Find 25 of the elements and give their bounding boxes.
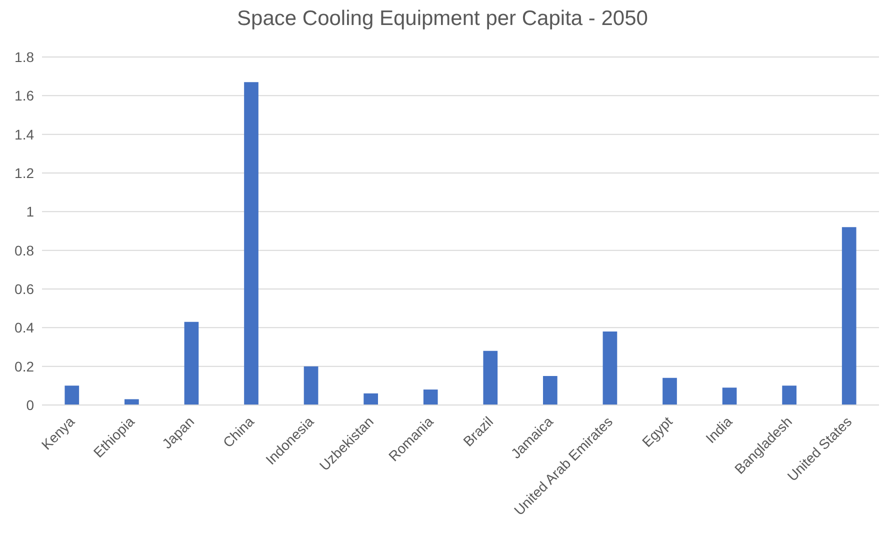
bar (244, 82, 258, 405)
bar (602, 332, 618, 405)
bar (124, 399, 139, 405)
bar (184, 322, 199, 405)
bar (842, 227, 856, 405)
y-tick-label: 0.6 (14, 280, 34, 297)
bar (722, 388, 737, 405)
y-tick-label: 1 (26, 204, 34, 220)
y-tick-label: 1.6 (14, 88, 34, 104)
bar (423, 390, 438, 405)
bar (64, 386, 80, 405)
bar (543, 376, 558, 405)
y-tick-label: 1.8 (14, 48, 34, 65)
y-tick-label: 0.4 (14, 320, 34, 336)
y-tick-label: 1.4 (14, 126, 34, 142)
bar (782, 386, 796, 405)
y-tick-label: 1.2 (14, 164, 34, 181)
y-tick-label: 0.2 (14, 358, 34, 374)
y-tick-label: 0.8 (14, 242, 34, 258)
bar (662, 378, 677, 405)
chart-title: Space Cooling Equipment per Capita - 2050 (236, 6, 649, 32)
bar (364, 393, 378, 405)
bar (304, 366, 318, 405)
y-tick-label: 0 (26, 396, 34, 413)
bar (483, 350, 498, 405)
